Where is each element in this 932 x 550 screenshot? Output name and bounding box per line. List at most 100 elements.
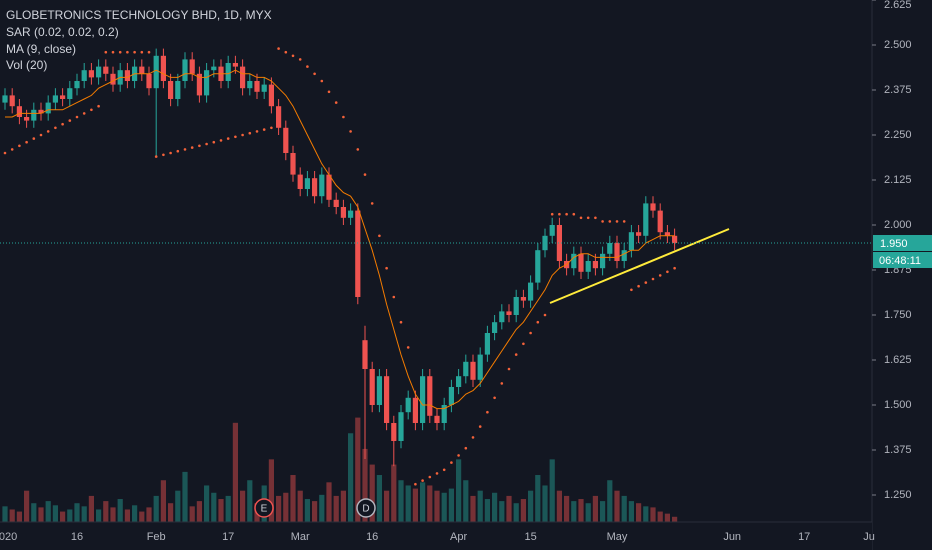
countdown-box <box>873 252 932 268</box>
sar-dot <box>658 274 662 277</box>
sar-dot <box>558 212 561 216</box>
sar-dot <box>313 72 316 76</box>
volume-bar <box>232 422 238 522</box>
sar-dot <box>111 50 115 54</box>
x-tick-label: 15 <box>524 531 536 543</box>
volume-bar <box>355 417 361 522</box>
sar-dot <box>442 468 446 472</box>
candle-body <box>168 81 174 99</box>
candle-body <box>247 81 253 89</box>
volume-bar <box>376 475 382 522</box>
sar-dot <box>471 436 475 439</box>
sar-dot <box>97 104 100 108</box>
volume-bar <box>225 495 231 522</box>
volume-bar <box>484 499 490 522</box>
candle-body <box>96 66 102 78</box>
volume-bar <box>110 507 116 522</box>
sar-dot <box>579 216 583 220</box>
sar-dot <box>514 353 518 356</box>
volume-bar <box>427 485 433 522</box>
volume-bar <box>45 501 51 522</box>
candle-body <box>412 397 418 423</box>
sar-dot <box>306 65 309 68</box>
sar-dot <box>154 155 158 158</box>
sar-dot <box>630 288 633 292</box>
sar-dot <box>586 216 590 220</box>
candle-body <box>520 297 526 301</box>
sar-dot <box>126 50 129 54</box>
candle-body <box>484 333 490 355</box>
candle-body <box>297 174 303 189</box>
sar-dot <box>291 54 295 58</box>
volume-bar <box>614 490 620 522</box>
volume-bar <box>175 490 181 522</box>
candle-body <box>470 361 476 380</box>
last-price-box <box>873 235 932 251</box>
sar-dot <box>147 50 151 54</box>
candle-body <box>376 376 382 405</box>
x-tick-label: 2020 <box>0 531 17 543</box>
volume-bar <box>326 482 332 522</box>
sar-dot <box>169 151 172 155</box>
sar-dot <box>3 151 7 155</box>
volume-bar <box>571 501 577 522</box>
candle-body <box>643 203 649 236</box>
candle-body <box>74 81 80 89</box>
sar-dot <box>342 115 345 119</box>
sar-dot <box>118 50 122 54</box>
sar-dot <box>68 119 72 122</box>
sar-dot <box>183 148 187 151</box>
sar-dot <box>594 216 597 220</box>
volume-bar <box>542 485 548 522</box>
x-tick-label: 17 <box>222 531 234 543</box>
y-tick-label: 1.625 <box>884 354 912 366</box>
candle-body <box>333 199 339 207</box>
volume-bar <box>117 499 123 522</box>
volume-bar <box>463 480 469 522</box>
candle-body <box>204 70 210 96</box>
volume-bar <box>621 495 627 522</box>
y-tick-label: 1.750 <box>884 309 912 321</box>
candle-body <box>664 232 670 236</box>
volume-bar <box>124 509 130 522</box>
candle-body <box>189 59 195 74</box>
y-tick-label: 1.250 <box>884 489 912 501</box>
candle-body <box>160 55 166 81</box>
sar-dot <box>428 475 432 479</box>
sar-dot <box>75 115 79 119</box>
sar-dot <box>486 410 489 414</box>
candle-body <box>477 354 483 380</box>
volume-bar <box>535 475 541 522</box>
x-tick-label: 17 <box>798 531 810 543</box>
candle-body <box>657 210 663 233</box>
volume-bar <box>218 499 224 522</box>
sar-dot <box>622 220 626 223</box>
sar-dot <box>18 144 21 148</box>
event-marker[interactable] <box>254 498 274 518</box>
sar-dot <box>378 234 381 238</box>
volume-bar <box>391 464 397 522</box>
candle-body <box>592 261 598 269</box>
volume-bar <box>456 459 462 522</box>
sar-dot <box>82 112 86 115</box>
sar-dot <box>190 146 194 149</box>
sar-dot <box>370 202 374 205</box>
chart-title: GLOBETRONICS TECHNOLOGY BHD, 1D, MYX <box>6 8 272 22</box>
candle-body <box>621 250 627 261</box>
x-tick-label: Ju <box>863 531 875 543</box>
candle-body <box>585 261 591 272</box>
candle-body <box>535 250 541 283</box>
sar-label: SAR (0.02, 0.02, 0.2) <box>6 25 119 39</box>
candle-body <box>549 225 555 236</box>
event-marker[interactable] <box>356 498 376 518</box>
sar-dot <box>241 133 244 137</box>
x-tick-label: Jun <box>723 531 741 543</box>
candle-body <box>636 232 642 236</box>
sar-dot <box>450 461 453 464</box>
volume-bar <box>628 501 634 522</box>
volume-bar <box>362 448 368 522</box>
candle-body <box>650 203 656 211</box>
volume-bar <box>153 495 159 522</box>
candle-body <box>268 84 274 107</box>
